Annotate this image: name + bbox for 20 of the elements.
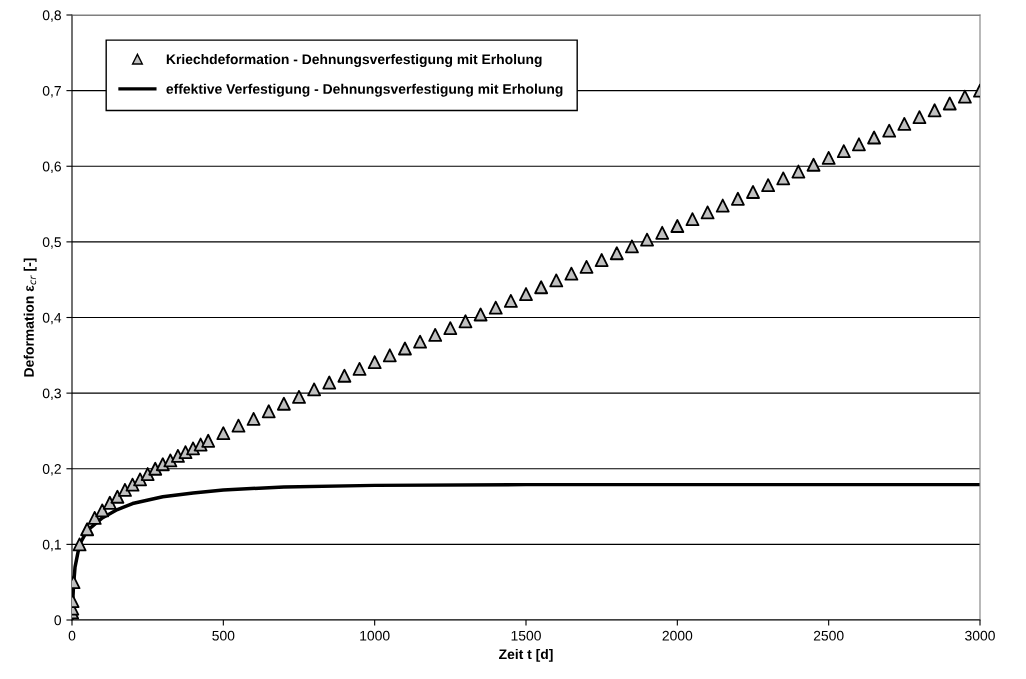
- x-tick-label: 1500: [511, 630, 541, 641]
- y-tick-label: 0,3: [42, 388, 61, 400]
- x-tick-label: 1000: [360, 630, 390, 641]
- y-tick-label: 0,2: [42, 464, 61, 476]
- x-tick-label: 2000: [662, 630, 693, 641]
- x-tick-label: 2500: [813, 630, 844, 641]
- legend-label: Kriechdeformation - Dehnungsverfestigung mit Erholung: [166, 53, 542, 67]
- y-axis-title: Deformation ε$_{cr}$ [-]: [23, 258, 37, 377]
- x-tick-label: 3000: [965, 630, 995, 641]
- y-tick-label: 0,4: [42, 312, 62, 325]
- y-tick-label: 0,7: [42, 85, 61, 98]
- y-tick-label: 0,6: [42, 161, 61, 174]
- x-tick-label: 500: [212, 630, 235, 641]
- y-tick-label: 0,1: [42, 539, 61, 552]
- legend-label: effektive Verfestigung - Dehnungsverfestigung mit Erholung: [166, 83, 563, 97]
- y-tick-label: 0,8: [42, 10, 61, 22]
- x-axis-title: Zeit t [d]: [499, 648, 553, 662]
- y-tick-label: 0: [54, 615, 62, 626]
- y-tick-label: 0,5: [42, 237, 61, 249]
- x-tick-label: 0: [68, 630, 76, 641]
